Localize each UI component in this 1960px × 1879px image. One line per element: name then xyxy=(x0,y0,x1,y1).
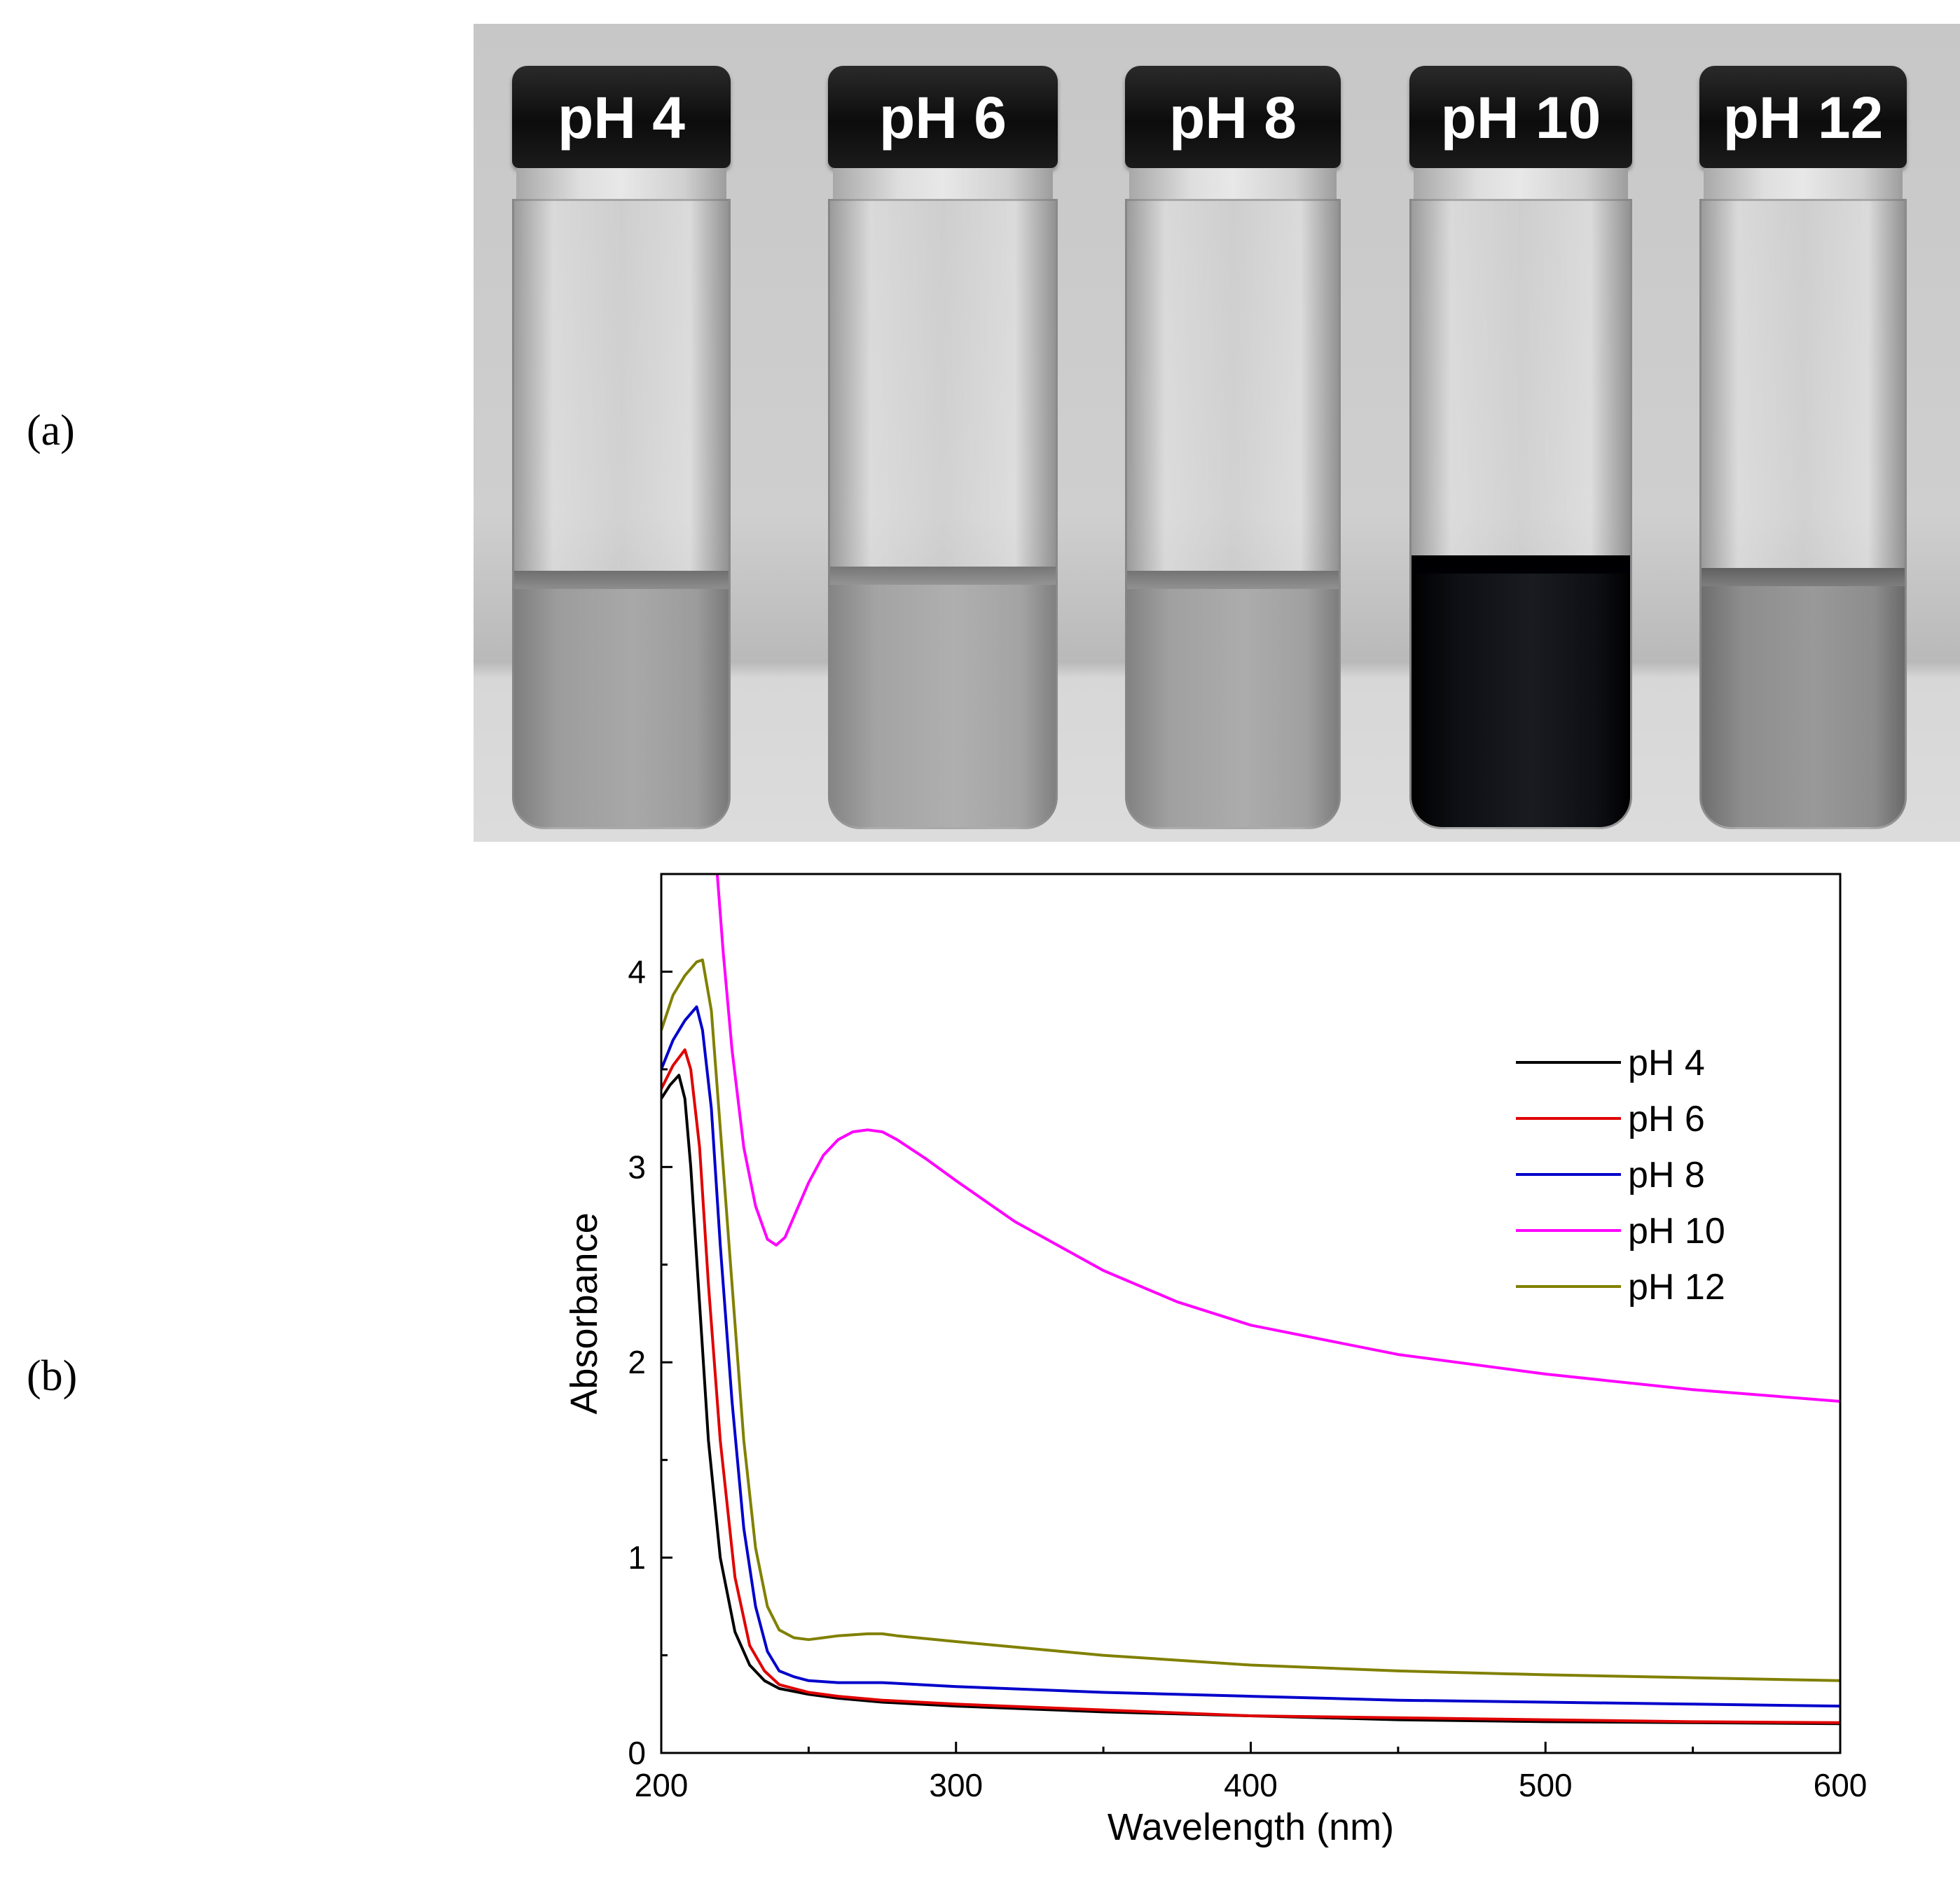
vial-glass xyxy=(828,199,1058,829)
y-axis-label: Absorbance xyxy=(563,1212,605,1414)
vial-cap: pH 10 xyxy=(1409,66,1632,168)
vial-meniscus xyxy=(1127,571,1339,589)
vial-meniscus xyxy=(1412,555,1630,574)
vial-liquid xyxy=(1127,575,1339,827)
vial-ph-6: pH 6 xyxy=(828,66,1058,829)
vial-ph-4: pH 4 xyxy=(512,66,731,829)
vial-liquid xyxy=(514,575,729,827)
legend-label: pH 12 xyxy=(1628,1267,1725,1308)
plot-frame xyxy=(660,873,1842,1754)
vial-liquid xyxy=(830,571,1056,827)
y-tick-label: 3 xyxy=(628,1149,646,1185)
x-tick-label: 600 xyxy=(1814,1767,1868,1803)
vial-label: pH 10 xyxy=(1440,85,1601,151)
vial-cap: pH 6 xyxy=(828,66,1058,168)
panel-label-a: (a) xyxy=(27,407,75,455)
vial-meniscus xyxy=(514,571,729,589)
series-line-ph-10 xyxy=(715,874,1840,1403)
vial-label: pH 12 xyxy=(1723,85,1884,151)
panel-label-b: (b) xyxy=(27,1352,78,1400)
series-line-ph-6 xyxy=(661,1048,1840,1724)
vial-neck xyxy=(1703,168,1903,199)
vial-neck xyxy=(1129,168,1337,199)
vial-label: pH 4 xyxy=(557,85,686,151)
vial-neck xyxy=(1414,168,1628,199)
x-tick-label: 200 xyxy=(635,1767,689,1803)
vial-glass xyxy=(512,199,731,829)
series-line-ph-8 xyxy=(661,1005,1840,1708)
vial-meniscus xyxy=(1702,568,1905,586)
vial-glass xyxy=(1699,199,1907,829)
vial-cap: pH 4 xyxy=(512,66,731,168)
legend-label: pH 4 xyxy=(1628,1043,1705,1083)
series-line-ph-12 xyxy=(661,958,1840,1682)
vial-glass xyxy=(1125,199,1341,829)
y-tick-label: 1 xyxy=(628,1539,646,1576)
vial-glass xyxy=(1409,199,1632,829)
x-tick-label: 300 xyxy=(929,1767,983,1803)
vial-cap: pH 8 xyxy=(1125,66,1341,168)
x-tick-label: 500 xyxy=(1519,1767,1573,1803)
legend-label: pH 8 xyxy=(1628,1155,1705,1195)
vial-liquid xyxy=(1412,560,1630,827)
x-axis-label: Wavelength (nm) xyxy=(1107,1806,1394,1848)
vial-cap: pH 12 xyxy=(1699,66,1907,168)
y-tick-label: 0 xyxy=(628,1735,646,1771)
vial-ph-8: pH 8 xyxy=(1125,66,1341,829)
vial-liquid xyxy=(1702,572,1905,827)
vial-ph-12: pH 12 xyxy=(1699,66,1907,829)
y-tick-label: 4 xyxy=(628,953,646,990)
y-tick-label: 2 xyxy=(628,1344,646,1380)
legend-label: pH 10 xyxy=(1628,1211,1725,1251)
vial-neck xyxy=(516,168,726,199)
x-tick-label: 400 xyxy=(1224,1767,1278,1803)
legend-label: pH 6 xyxy=(1628,1099,1705,1139)
vial-meniscus xyxy=(830,567,1056,585)
vial-neck xyxy=(832,168,1054,199)
vial-ph-10: pH 10 xyxy=(1409,66,1632,829)
vial-label: pH 8 xyxy=(1168,85,1297,151)
vial-label: pH 6 xyxy=(878,85,1007,151)
vials-photo: pH 4 pH 6 pH 8 pH 10 pH 12 xyxy=(474,24,1960,842)
